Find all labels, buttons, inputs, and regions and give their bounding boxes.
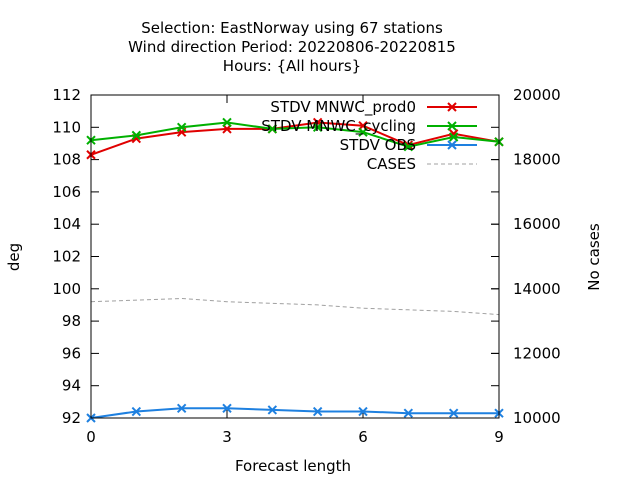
x-tick-label: 6 [358, 428, 368, 446]
ticks-layer: 9294969810010210410610811011210000120001… [52, 86, 560, 446]
data-point-stdv-mnwc-prod0-stroke [403, 140, 414, 150]
y2-axis-label: No cases [585, 223, 603, 291]
data-point-stdv-obs-stroke [222, 403, 232, 414]
x-tick-label: 9 [494, 428, 504, 446]
data-point-stdv-obs-stroke [131, 406, 142, 417]
y-tick-label: 96 [62, 344, 81, 362]
data-point-stdv-mnwc-cycling-stroke [131, 130, 142, 141]
series-layer [86, 117, 504, 423]
x-tick-label: 0 [86, 428, 96, 446]
data-point-stdv-mnwc-cycling-stroke [358, 127, 368, 137]
legend-label: CASES [367, 155, 416, 173]
y2-tick-label: 18000 [513, 151, 561, 169]
y-tick-label: 112 [52, 86, 81, 104]
y-tick-label: 100 [52, 280, 81, 298]
y-tick-label: 98 [62, 312, 81, 330]
data-point-stdv-obs-stroke [312, 406, 323, 417]
y2-tick-label: 20000 [513, 86, 561, 104]
y-tick-label: 108 [52, 151, 81, 169]
chart-title-line-3: Hours: {All hours} [223, 57, 361, 75]
y-tick-label: 102 [52, 248, 81, 266]
data-point-stdv-mnwc-cycling-stroke [267, 124, 278, 134]
y-tick-label: 92 [62, 409, 81, 427]
data-point-stdv-obs-stroke [448, 408, 459, 418]
legend-marker-stdv-obs-stroke [447, 140, 457, 150]
series-cases [90, 297, 500, 316]
data-point-stdv-mnwc-cycling-stroke [222, 117, 232, 128]
series-line-stdv-mnwc-cycling [90, 121, 500, 148]
y2-tick-label: 12000 [513, 344, 561, 362]
legend-label: STDV MNWC_prod0 [270, 98, 416, 117]
data-point-stdv-obs-stroke [358, 406, 368, 417]
chart-title-line-2: Wind direction Period: 20220806-20220815 [128, 38, 456, 56]
series-line-cases [90, 297, 500, 316]
series-line-stdv-mnwc-prod0 [90, 121, 500, 156]
plot-frame [90, 94, 500, 419]
y-tick-label: 106 [52, 183, 81, 201]
y-tick-label: 94 [62, 377, 81, 395]
series-stdv-obs [86, 403, 504, 423]
data-point-stdv-mnwc-prod0-stroke [131, 133, 142, 144]
data-point-stdv-mnwc-cycling-stroke [176, 122, 187, 133]
legend-label: STDV OBS [340, 136, 416, 154]
x-axis-label: Forecast length [235, 457, 351, 475]
y2-tick-label: 16000 [513, 215, 561, 233]
y-tick-label: 110 [52, 118, 81, 136]
y-tick-label: 104 [52, 215, 81, 233]
y-axis-label: deg [5, 243, 23, 271]
y2-tick-label: 10000 [513, 409, 561, 427]
data-point-stdv-mnwc-cycling-stroke [448, 132, 459, 142]
data-point-stdv-obs-stroke [176, 403, 187, 414]
x-tick-label: 3 [222, 428, 232, 446]
legend-marker-stdv-mnwc-prod0-stroke [447, 102, 457, 112]
data-point-stdv-mnwc-cycling-stroke [312, 122, 323, 133]
series-line-stdv-obs [90, 407, 499, 419]
y2-tick-label: 14000 [513, 280, 561, 298]
data-point-stdv-obs-stroke [267, 405, 278, 415]
data-point-stdv-mnwc-cycling-stroke [403, 141, 414, 152]
chart-title: Selection: EastNorway using 67 stations … [128, 19, 456, 75]
chart-title-line-1: Selection: EastNorway using 67 stations [141, 19, 443, 37]
series-stdv-mnwc-cycling [86, 117, 504, 152]
data-point-stdv-mnwc-prod0-stroke [448, 129, 459, 139]
data-point-stdv-obs-stroke [403, 408, 414, 418]
legend-label: STDV MNWC_cycling [261, 117, 416, 136]
legend-marker-stdv-mnwc-cycling-stroke [447, 121, 457, 131]
